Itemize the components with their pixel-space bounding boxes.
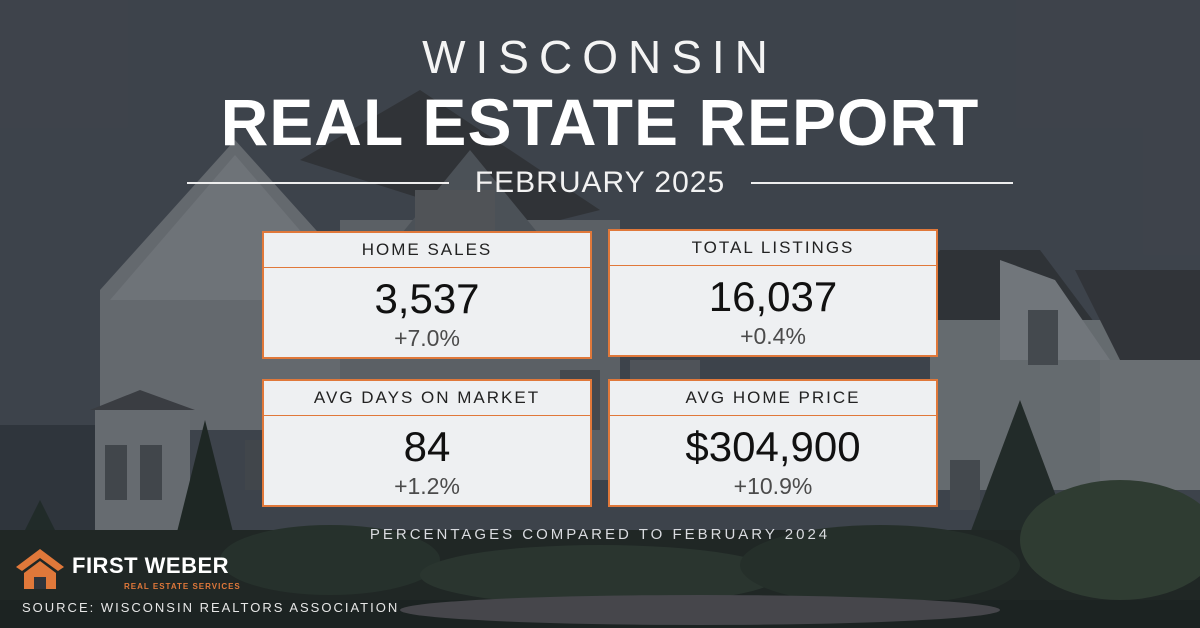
stat-card-avg-home-price: AVG HOME PRICE $304,900 +10.9% [608,379,938,507]
stat-value: 3,537 [374,275,480,322]
house-roof-icon [16,549,64,589]
stat-change: +10.9% [733,473,813,499]
stat-card-total-listings: TOTAL LISTINGS 16,037 +0.4% [608,229,938,357]
divider-line-right [751,182,1013,184]
brand-name: FIRST WEBER [72,553,230,578]
brand-tagline: REAL ESTATE SERVICES [124,582,241,591]
stat-change: +0.4% [740,323,806,349]
report-period: FEBRUARY 2025 [474,166,726,199]
stat-label: HOME SALES [264,233,590,268]
period-row: FEBRUARY 2025 [187,166,1013,200]
stat-value: $304,900 [685,423,861,470]
stat-change: +1.2% [394,473,460,499]
stat-label: AVG HOME PRICE [610,381,936,416]
data-source: SOURCE: WISCONSIN REALTORS ASSOCIATION [22,600,400,615]
stat-card-avg-days-on-market: AVG DAYS ON MARKET 84 +1.2% [262,379,592,507]
state-title: WISCONSIN [422,31,778,83]
stat-label: TOTAL LISTINGS [610,231,936,266]
brand-logo: FIRST WEBER REAL ESTATE SERVICES [14,547,254,595]
stat-value: 84 [403,423,451,470]
stat-value: 16,037 [708,273,838,320]
stat-label: AVG DAYS ON MARKET [264,381,590,416]
stat-card-home-sales: HOME SALES 3,537 +7.0% [262,231,592,359]
comparison-footnote: PERCENTAGES COMPARED TO FEBRUARY 2024 [369,526,831,543]
report-title: REAL ESTATE REPORT [220,85,980,159]
stat-change: +7.0% [394,325,460,351]
divider-line-left [187,182,449,184]
